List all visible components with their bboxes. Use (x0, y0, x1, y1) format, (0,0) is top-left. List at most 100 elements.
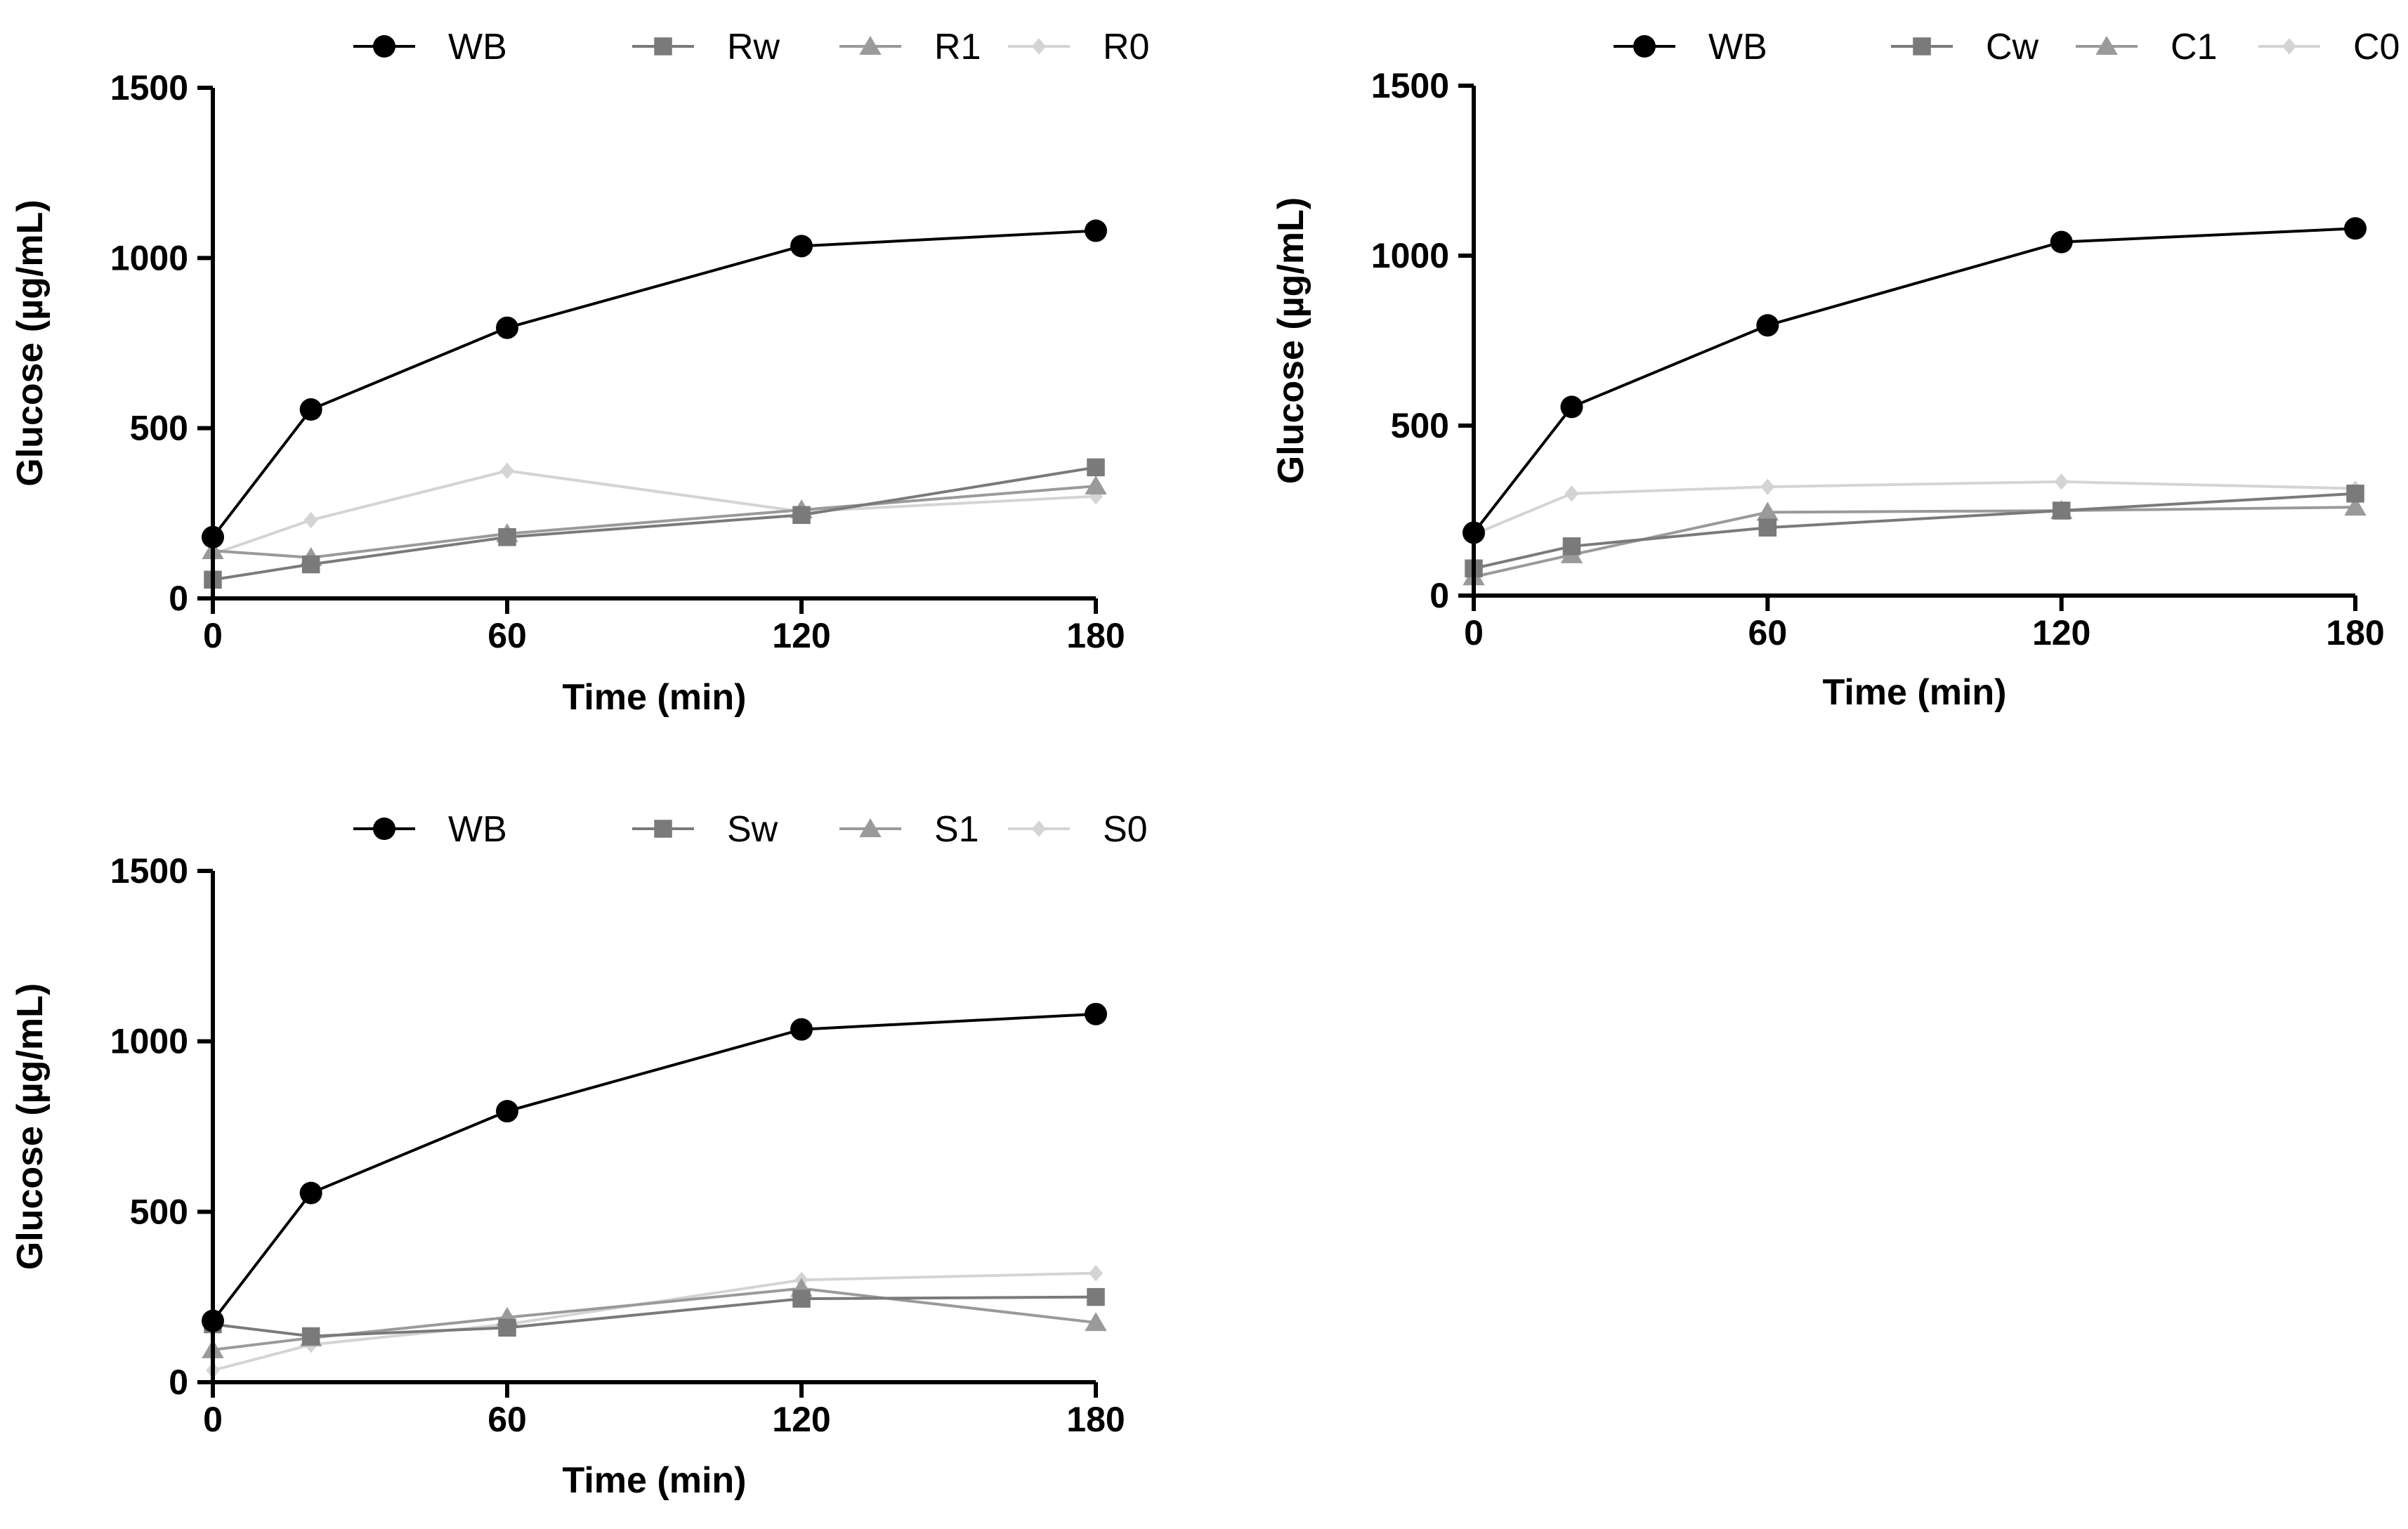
data-point-WB-180 (1085, 219, 1107, 242)
x-tick-label-0: 0 (1464, 613, 1484, 652)
data-point-Sw-20 (301, 1327, 320, 1346)
data-point-R0-20 (303, 511, 318, 529)
y-tick-label-1500: 1500 (1371, 66, 1449, 105)
y-tick-label-1000: 1000 (110, 1022, 188, 1061)
legend-item-S1: S1 (839, 809, 979, 850)
data-point-Sw-60 (498, 1318, 516, 1337)
series-Cw (1465, 485, 2364, 578)
legend-item-WB: WB (1614, 27, 1767, 67)
legend-marker-Cw (1913, 37, 1931, 55)
y-tick-label-1000: 1000 (1371, 236, 1449, 275)
data-point-WB-120 (790, 1018, 813, 1041)
y-tick-label-500: 500 (130, 409, 188, 448)
y-axis-title: Glucose (µg/mL) (10, 983, 51, 1270)
legend-label-C0: C0 (2353, 27, 2400, 67)
legend-label-Rw: Rw (727, 27, 780, 67)
y-tick-label-500: 500 (130, 1192, 188, 1231)
legend-marker-Rw (654, 37, 672, 55)
x-tick-label-60: 60 (488, 1400, 527, 1439)
chart-panel-2: 0 500 1000 1500 0 60 120 180 Time (min) Glucose (… (1271, 27, 2400, 713)
legend-label-S1: S1 (934, 809, 979, 850)
legend-label-Sw: Sw (727, 809, 778, 850)
data-point-WB-60 (496, 316, 518, 339)
data-point-Cw-60 (1758, 518, 1777, 537)
y-tick-label-1500: 1500 (110, 68, 188, 107)
legend: WB Cw C1 C0 (1614, 27, 2400, 67)
data-point-WB-60 (496, 1100, 518, 1123)
data-point-Rw-60 (498, 528, 516, 546)
y-axis-title: Glucose (µg/mL) (10, 199, 51, 486)
data-point-Sw-120 (792, 1290, 811, 1308)
x-tick-label-60: 60 (488, 616, 527, 655)
data-point-WB-20 (299, 1181, 322, 1205)
data-point-WB-180 (1085, 1002, 1107, 1025)
legend-item-C1: C1 (2076, 27, 2217, 67)
legend-item-WB: WB (353, 809, 507, 850)
legend: WB Rw R1 R0 (353, 27, 1149, 67)
legend-item-R1: R1 (839, 27, 981, 67)
legend-item-Rw: Rw (632, 27, 780, 67)
series-WB (1463, 217, 2367, 544)
data-point-C0-60 (1760, 478, 1775, 495)
legend-label-S0: S0 (1103, 809, 1148, 850)
data-point-R1-180 (1085, 475, 1107, 495)
legend-item-S0: S0 (1008, 809, 1148, 850)
x-axis-title: Time (min) (563, 677, 747, 718)
x-tick-label-0: 0 (203, 616, 223, 655)
x-axis-title: Time (min) (1823, 672, 2007, 713)
legend-label-WB: WB (448, 809, 507, 850)
legend-marker-Sw (654, 820, 672, 838)
chart-panel-1: 0 500 1000 1500 0 60 120 180 Time (min) Glucose (… (10, 27, 1149, 718)
legend-item-Sw: Sw (632, 809, 778, 850)
x-tick-label-180: 180 (1066, 1400, 1125, 1439)
y-tick-label-0: 0 (1429, 576, 1449, 615)
data-point-C0-120 (2054, 473, 2069, 490)
y-tick-label-1000: 1000 (110, 238, 188, 277)
data-point-C1-60 (1756, 501, 1779, 521)
data-point-WB-180 (2344, 217, 2367, 240)
legend-label-Cw: Cw (1986, 27, 2039, 67)
legend-item-Cw: Cw (1891, 27, 2039, 67)
legend-label-WB: WB (448, 27, 507, 67)
x-tick-label-120: 120 (2032, 613, 2090, 652)
x-tick-label-0: 0 (203, 1400, 223, 1439)
data-point-WB-60 (1756, 314, 1779, 337)
x-tick-label-120: 120 (772, 1400, 830, 1439)
data-point-S0-180 (1089, 1264, 1103, 1282)
y-tick-label-0: 0 (169, 579, 188, 618)
legend-label-R0: R0 (1103, 27, 1149, 67)
data-point-WB-120 (2050, 230, 2073, 254)
x-tick-label-60: 60 (1748, 613, 1788, 652)
series-WB (202, 219, 1107, 549)
legend-label-C1: C1 (2171, 27, 2217, 67)
legend-item-R0: R0 (1008, 27, 1149, 67)
legend-marker-C1 (2095, 36, 2118, 55)
legend-marker-S0 (1032, 820, 1046, 837)
data-point-C1-180 (2344, 497, 2367, 516)
data-point-Sw-180 (1087, 1287, 1105, 1306)
legend-marker-S1 (859, 818, 882, 837)
data-point-S1-180 (1085, 1312, 1107, 1332)
data-point-Cw-180 (2346, 485, 2364, 503)
legend-marker-WB (1633, 35, 1656, 58)
data-point-Cw-120 (2052, 501, 2071, 520)
legend-marker-WB (373, 818, 395, 840)
legend-item-WB: WB (353, 27, 507, 67)
legend-marker-C0 (2282, 38, 2296, 55)
data-point-WB-120 (790, 235, 813, 258)
data-point-Rw-180 (1087, 458, 1105, 477)
data-point-Rw-120 (792, 506, 811, 525)
y-tick-label-500: 500 (1391, 406, 1449, 445)
legend: WB Sw S1 S0 (353, 809, 1148, 850)
legend-marker-R1 (859, 36, 882, 55)
y-tick-label-0: 0 (169, 1363, 188, 1402)
legend-label-WB: WB (1708, 27, 1767, 67)
legend-label-R1: R1 (934, 27, 981, 67)
data-point-Rw-20 (301, 555, 320, 574)
x-tick-label-120: 120 (772, 616, 830, 655)
data-point-WB-20 (299, 398, 322, 421)
x-tick-label-180: 180 (1066, 616, 1125, 655)
y-axis-title: Glucose (µg/mL) (1271, 197, 1311, 484)
legend-marker-R0 (1032, 38, 1046, 55)
